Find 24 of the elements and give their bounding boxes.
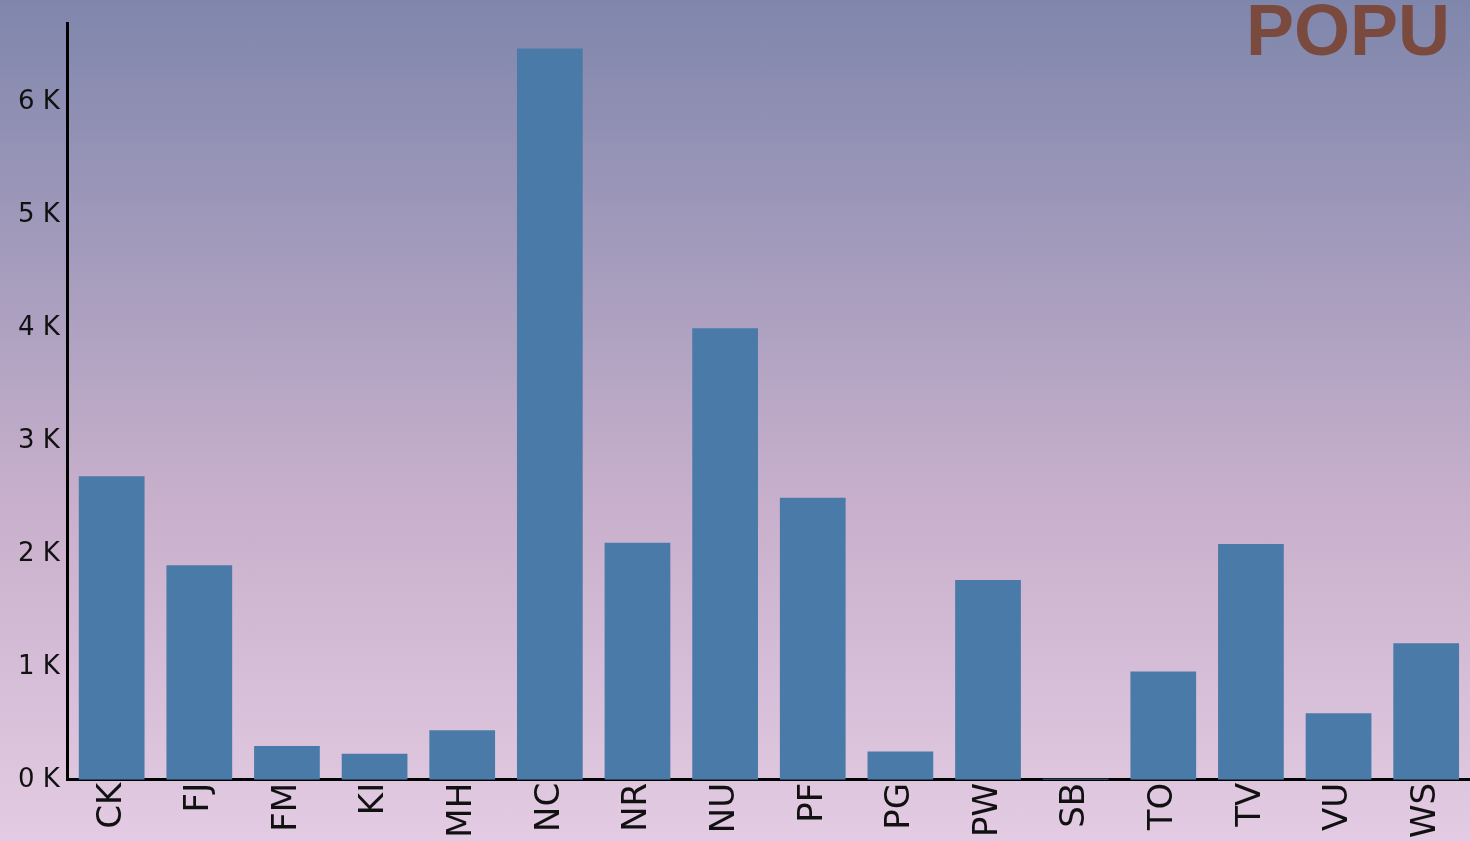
x-tick-label: CK bbox=[88, 781, 129, 829]
y-tick-label: 6 K bbox=[18, 85, 61, 116]
x-tick-label: MH bbox=[439, 782, 480, 838]
x-tick-label: WS bbox=[1403, 782, 1444, 838]
y-tick-label: 0 K bbox=[18, 762, 61, 793]
y-tick-label: 1 K bbox=[18, 649, 61, 680]
x-tick-label: SB bbox=[1052, 782, 1093, 828]
y-tick-label: 3 K bbox=[18, 423, 61, 454]
x-tick-label: PG bbox=[877, 782, 918, 830]
x-tick-label: VU bbox=[1315, 782, 1356, 831]
x-tick-label: PW bbox=[964, 782, 1005, 837]
x-tick-label: PF bbox=[789, 782, 830, 823]
x-tick-label: NR bbox=[614, 782, 655, 832]
x-tick-label: FM bbox=[263, 782, 304, 832]
x-tick-label: NC bbox=[526, 782, 567, 832]
x-tick-label: KI bbox=[351, 782, 392, 816]
x-tick-label: TV bbox=[1227, 782, 1268, 828]
x-tick-label: NU bbox=[701, 782, 742, 834]
chart-title: POPU bbox=[1245, 0, 1450, 70]
y-tick-label: 4 K bbox=[18, 311, 61, 342]
x-tick-label: TO bbox=[1140, 782, 1181, 832]
y-tick-label: 5 K bbox=[18, 198, 61, 229]
y-tick-label: 2 K bbox=[18, 536, 61, 567]
x-tick-label: FJ bbox=[176, 782, 217, 813]
